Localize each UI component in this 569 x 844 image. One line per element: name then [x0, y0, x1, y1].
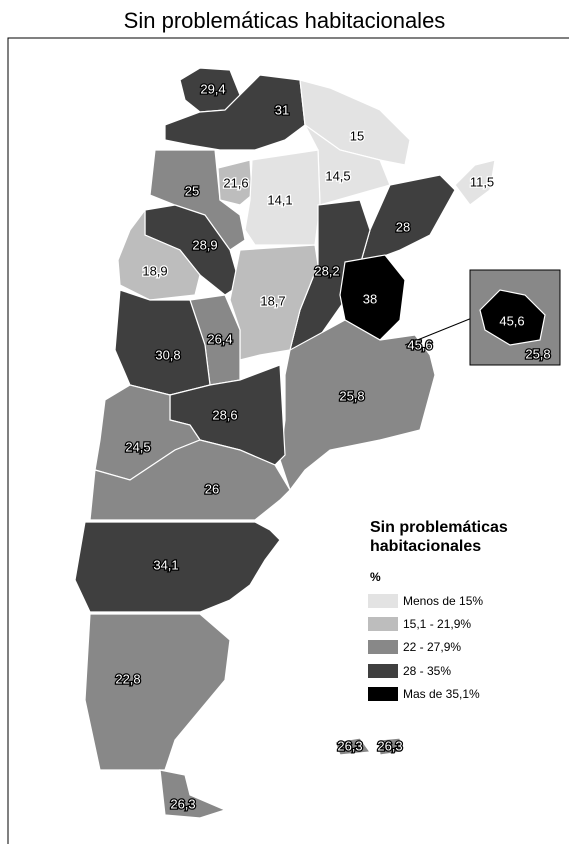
- region-label: 26,4: [207, 331, 232, 346]
- region-label: 26,3: [377, 738, 402, 753]
- region-label: 15: [350, 128, 364, 143]
- region-label: 26,3: [337, 738, 362, 753]
- legend-title: Sin problemáticas habitacionales: [370, 519, 508, 555]
- legend-swatch: [368, 687, 398, 701]
- region-label: 29,4: [200, 81, 225, 96]
- region-label: 21,6: [223, 175, 248, 190]
- region-label: 24,5: [125, 439, 150, 454]
- region-label: 28,9: [192, 237, 217, 252]
- legend-swatches: [368, 594, 398, 701]
- region-label: 28,2: [314, 263, 339, 278]
- region-label: 45,6: [407, 337, 432, 352]
- region-label: 34,1: [153, 557, 178, 572]
- region-label: 11,5: [470, 174, 494, 189]
- inset-label: 25,8: [525, 346, 550, 361]
- region-label: 18,9: [142, 263, 167, 278]
- legend-item: 15,1 - 21,9%: [403, 617, 472, 631]
- legend-item: Menos de 15%: [403, 594, 484, 608]
- region-label: 22,8: [115, 671, 140, 686]
- legend-item: 28 - 35%: [403, 664, 452, 678]
- inset: [469, 269, 561, 366]
- region-label: 28,6: [212, 407, 237, 422]
- region-label: 28: [396, 219, 410, 234]
- legend-unit: %: [370, 570, 381, 584]
- region-label: 18,7: [260, 293, 285, 308]
- legend-swatch: [368, 664, 398, 678]
- frame: [7, 37, 569, 844]
- legend-swatch: [368, 640, 398, 654]
- region-label: 25: [185, 183, 199, 198]
- leader-line: [404, 317, 473, 346]
- labels: 29,4 31 15 14,5 11,5 25 21,6 14,1 28 28,…: [114, 80, 552, 813]
- region-label: 30,8: [155, 347, 180, 362]
- region-label: 25,8: [339, 388, 364, 403]
- region-label: 26: [205, 481, 219, 496]
- region-label: 14,1: [267, 192, 292, 207]
- legend-item: 22 - 27,9%: [403, 640, 462, 654]
- provinces: [74, 67, 496, 819]
- inset-label: 45,6: [499, 313, 524, 328]
- title: Sin problemáticas habitacionales: [123, 8, 446, 33]
- legend-swatch: [368, 617, 398, 631]
- legend-item: Mas de 35,1%: [403, 687, 480, 701]
- region-label: 26,3: [170, 796, 195, 811]
- legend-swatch: [368, 594, 398, 608]
- region-label: 14,5: [325, 168, 350, 183]
- region-label: 38: [363, 291, 377, 306]
- region-label: 31: [275, 102, 289, 117]
